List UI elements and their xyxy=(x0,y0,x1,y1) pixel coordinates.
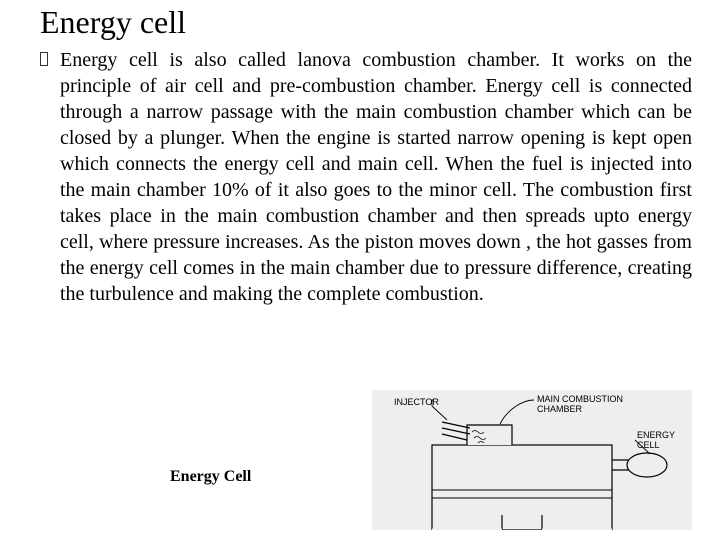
label-main-chamber-1: MAIN COMBUSTION xyxy=(537,394,623,404)
slide: Energy cell Energy cell is also called l… xyxy=(0,0,720,540)
label-injector: INJECTOR xyxy=(394,397,439,407)
bullet-item: Energy cell is also called lanova combus… xyxy=(28,47,692,307)
label-energy-1: ENERGY xyxy=(637,430,675,440)
body-paragraph: Energy cell is also called lanova combus… xyxy=(60,47,692,307)
page-title: Energy cell xyxy=(28,4,692,41)
bullet-icon xyxy=(40,52,48,66)
energy-cell-diagram: INJECTOR MAIN COMBUSTION CHAMBER ENERGY … xyxy=(372,390,692,530)
label-main-chamber-2: CHAMBER xyxy=(537,404,583,414)
figure-caption: Energy Cell xyxy=(170,468,251,486)
